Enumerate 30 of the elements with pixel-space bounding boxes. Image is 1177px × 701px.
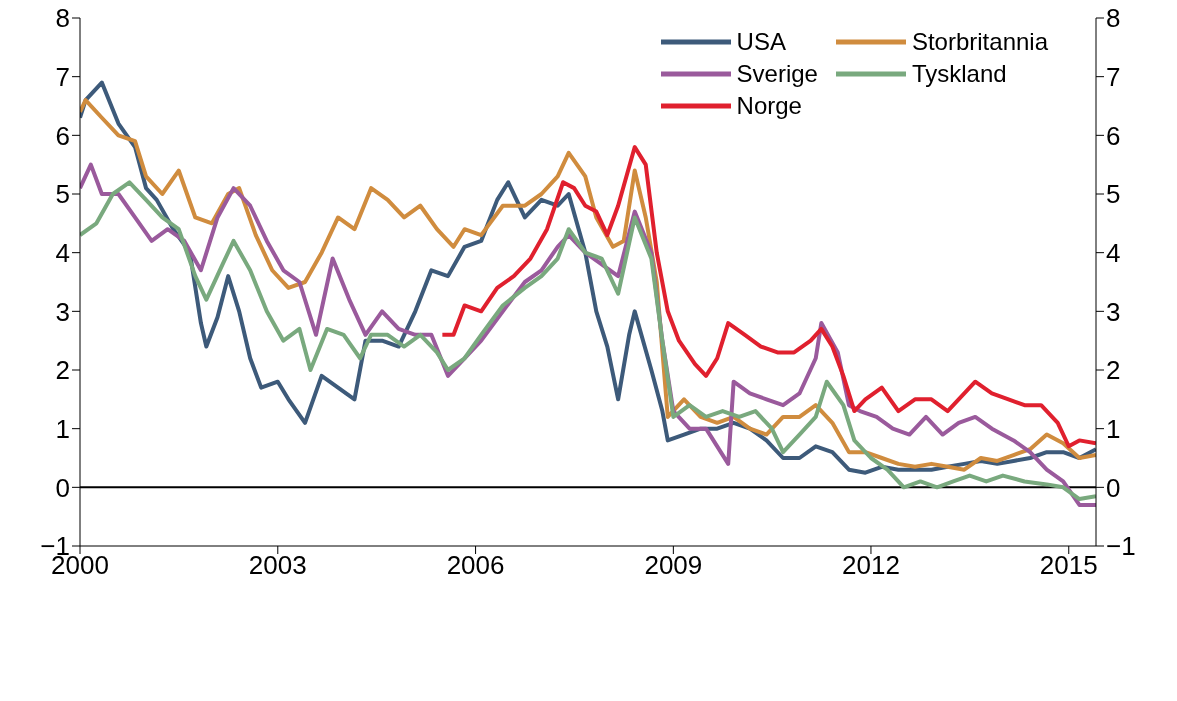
y2-tick-label: −1 — [1106, 531, 1136, 562]
x-tick-label: 2015 — [1039, 550, 1098, 581]
y-tick-label: 7 — [55, 61, 70, 92]
y2-tick-label: 2 — [1106, 355, 1121, 386]
y2-tick-label: 6 — [1106, 120, 1121, 151]
y2-tick-label: 4 — [1106, 237, 1121, 268]
legend-label: Norge — [736, 92, 802, 120]
y-tick-label: 4 — [55, 237, 70, 268]
legend-label: Tyskland — [911, 60, 1007, 88]
y-tick-label: 6 — [55, 120, 70, 151]
legend-label: Storbritannia — [911, 28, 1048, 56]
y-tick-label: 5 — [55, 179, 70, 210]
y2-tick-label: 1 — [1106, 413, 1121, 444]
y2-tick-label: 8 — [1106, 3, 1121, 34]
y2-tick-label: 3 — [1106, 296, 1121, 327]
x-tick-label: 2012 — [842, 550, 900, 581]
x-tick-label: 2003 — [248, 550, 307, 581]
y-tick-label: 8 — [55, 3, 70, 34]
y-tick-label: 1 — [55, 413, 70, 444]
y-tick-label: 2 — [55, 355, 70, 386]
x-tick-label: 2009 — [644, 550, 703, 581]
line-series — [440, 145, 1096, 449]
x-tick-label: 2006 — [446, 550, 505, 581]
legend-label: USA — [736, 28, 786, 56]
y-tick-label: 0 — [55, 472, 70, 503]
legend-label: Sverige — [736, 60, 818, 88]
y2-tick-label: 5 — [1106, 179, 1121, 210]
y2-tick-label: 7 — [1106, 61, 1121, 92]
y-tick-label: 3 — [55, 296, 70, 327]
y2-tick-label: 0 — [1106, 472, 1121, 503]
